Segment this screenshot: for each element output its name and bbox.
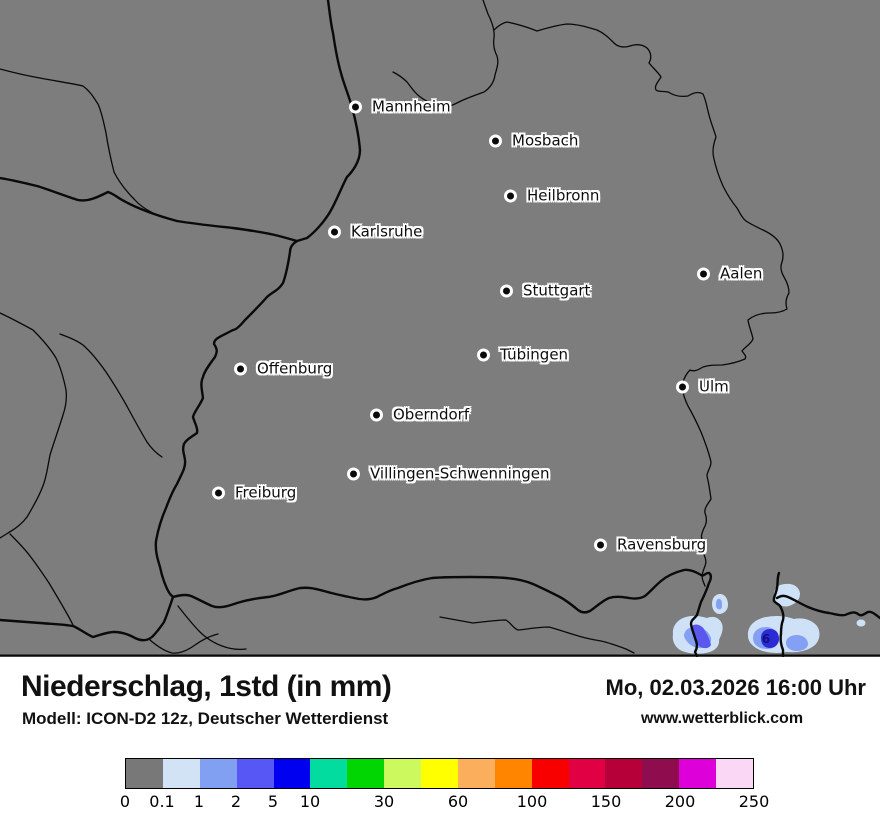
city-marker-mannheim: Mannheim	[349, 97, 451, 116]
city-dot	[328, 225, 341, 239]
color-scale-segment	[494, 759, 532, 788]
color-scale-segment	[273, 759, 311, 788]
city-dot	[489, 134, 502, 148]
city-marker-t-bingen: Tübingen	[477, 345, 569, 364]
color-scale-segment	[236, 759, 274, 788]
precipitation-color-scale	[125, 758, 754, 789]
color-scale-segment	[642, 759, 680, 788]
border-canton-c	[177, 605, 247, 651]
city-marker-freiburg: Freiburg	[212, 483, 297, 502]
color-scale-tick: 2	[230, 792, 242, 811]
city-dot	[347, 467, 360, 481]
color-scale-tick: 60	[447, 792, 469, 811]
city-marker-aalen: Aalen	[697, 264, 763, 283]
color-scale-segment	[162, 759, 200, 788]
color-scale-segment	[421, 759, 458, 788]
city-dot	[594, 538, 607, 552]
city-label: Karlsruhe	[351, 222, 423, 241]
border-bavaria	[493, 21, 790, 587]
border-hessen	[392, 0, 499, 108]
city-label: Offenburg	[257, 359, 333, 378]
precipitation-blob	[856, 619, 866, 627]
precipitation-blob	[716, 598, 722, 610]
border-canton-b	[149, 633, 219, 654]
city-label: Ravensburg	[617, 535, 707, 554]
city-marker-ulm: Ulm	[676, 377, 729, 396]
border-palatinate	[0, 68, 178, 222]
precipitation-max-value: 6	[762, 632, 770, 646]
color-scale-segment	[605, 759, 643, 788]
city-label: Freiburg	[235, 483, 297, 502]
color-scale-tick: 0.1	[149, 792, 175, 811]
border-canton-a	[439, 616, 635, 654]
city-label: Oberndorf	[393, 405, 470, 424]
color-scale-tick: 250	[738, 792, 770, 811]
color-scale-segment	[347, 759, 385, 788]
precipitation-blobs: 6	[672, 583, 866, 654]
border-swiss-french	[0, 595, 175, 642]
color-scale-segment	[126, 759, 163, 788]
city-dot	[349, 100, 362, 114]
color-scale-segment	[199, 759, 237, 788]
city-marker-oberndorf: Oberndorf	[370, 405, 470, 424]
color-scale-segment	[310, 759, 348, 788]
city-marker-stuttgart: Stuttgart	[500, 281, 591, 300]
city-dot	[676, 380, 689, 394]
city-dot	[477, 348, 490, 362]
color-scale-segment	[679, 759, 716, 788]
border-france-north	[0, 176, 299, 243]
website-label: www.wetterblick.com	[640, 710, 804, 727]
city-marker-offenburg: Offenburg	[234, 359, 333, 378]
map-canvas: 6	[0, 0, 880, 657]
page-title: Niederschlag, 1std (in mm)	[21, 670, 392, 703]
color-scale-tick: 200	[664, 792, 696, 811]
precipitation-blob	[761, 629, 779, 648]
border-austria-east	[772, 571, 785, 657]
color-scale-tick: 30	[373, 792, 395, 811]
city-label: Villingen-Schwenningen	[370, 464, 550, 483]
color-scale-segment	[457, 759, 495, 788]
city-label: Tübingen	[500, 345, 569, 364]
border-france-b	[59, 333, 163, 458]
city-label: Mannheim	[372, 97, 451, 116]
precipitation-blob	[786, 635, 808, 651]
city-dot	[500, 284, 513, 298]
city-label: Stuttgart	[523, 281, 591, 300]
color-scale-tick: 0	[119, 792, 131, 811]
border-rhine-west	[154, 0, 362, 599]
city-label: Aalen	[720, 264, 763, 283]
city-marker-heilbronn: Heilbronn	[504, 186, 600, 205]
city-dot	[212, 486, 225, 500]
model-subtitle: Modell: ICON-D2 12z, Deutscher Wetterdie…	[22, 709, 389, 728]
map-footer: Niederschlag, 1std (in mm) Modell: ICON-…	[0, 657, 880, 830]
forecast-datetime: Mo, 02.03.2026 16:00 Uhr	[605, 675, 866, 700]
color-scale-segment	[384, 759, 421, 788]
city-dot	[504, 189, 517, 203]
color-scale-tick: 1	[193, 792, 205, 811]
color-scale-tick: 10	[299, 792, 321, 811]
color-scale-segment	[716, 759, 753, 788]
city-label: Mosbach	[512, 131, 579, 150]
precipitation-map: 6 Mannheim Mosbach H	[0, 0, 880, 657]
city-marker-mosbach: Mosbach	[489, 131, 579, 150]
color-scale-tick: 100	[516, 792, 548, 811]
border-austria-branch	[775, 594, 880, 620]
border-france-a	[0, 312, 68, 539]
city-marker-ravensburg: Ravensburg	[594, 535, 707, 554]
city-label: Heilbronn	[527, 186, 600, 205]
city-dot	[234, 362, 247, 376]
color-scale-tick: 150	[590, 792, 622, 811]
city-marker-villingen-schwenningen: Villingen-Schwenningen	[347, 464, 550, 483]
city-dot	[697, 267, 710, 281]
city-dot	[370, 408, 383, 422]
color-scale-segment	[531, 759, 569, 788]
city-label: Ulm	[699, 377, 729, 396]
color-scale-tick: 5	[267, 792, 279, 811]
border-swiss-south	[171, 568, 713, 657]
city-marker-karlsruhe: Karlsruhe	[328, 222, 423, 241]
border-france-c	[9, 533, 74, 626]
color-scale-segment	[568, 759, 606, 788]
